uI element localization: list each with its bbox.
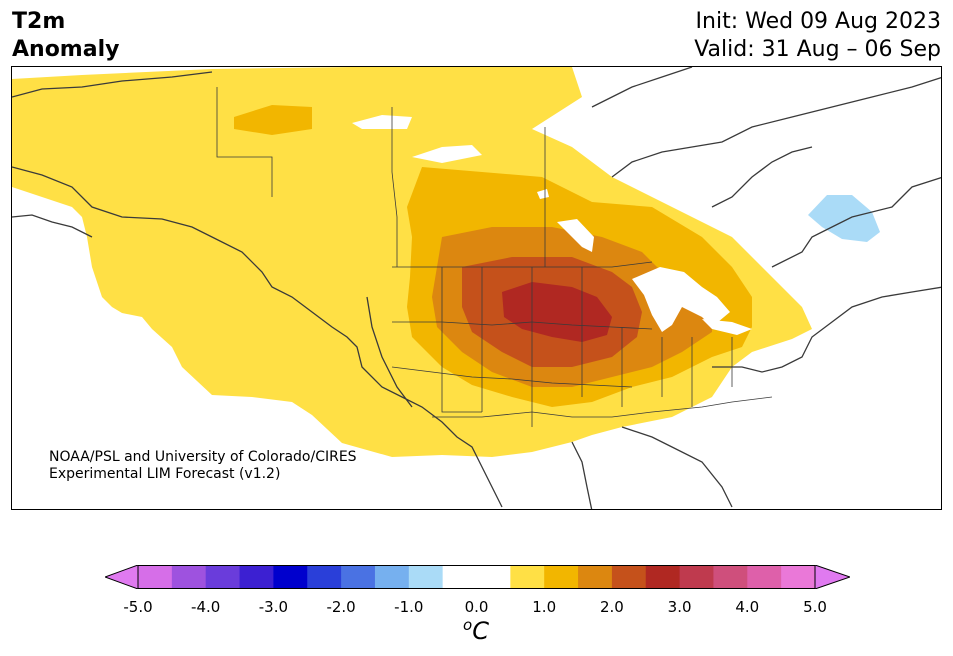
colorbar-under-arrow [105,565,139,589]
cool-anomaly-quebec [808,195,880,242]
colorbar-tick-label: 4.0 [735,598,760,616]
title-line-1: T2m [12,9,66,34]
colorbar-segment [713,565,748,589]
colorbar-segment [747,565,782,589]
colorbar-tick-label: -4.0 [191,598,221,616]
colorbar-segment [341,565,376,589]
colorbar-segments [138,565,816,589]
colorbar-over-arrow [814,565,850,589]
political-borders [216,87,773,427]
map-canvas [12,67,941,509]
anomaly-map [11,66,942,510]
colorbar-segment [611,565,647,589]
colorbar-segment [442,565,477,589]
colorbar-segment [578,565,613,589]
colorbar-segment [645,565,681,589]
unit-letter: C [472,617,489,645]
colorbar-segment [138,565,173,589]
colorbar-segment [679,565,714,589]
colorbar-segment [544,565,579,589]
colorbar-tick-label: 2.0 [599,598,624,616]
data-credit: NOAA/PSL and University of Colorado/CIRE… [49,449,357,483]
colorbar-tick-label: -2.0 [326,598,356,616]
colorbar-segment [781,565,816,589]
colorbar-tick-label: 5.0 [803,598,827,616]
colorbar-tick-label: -5.0 [123,598,153,616]
colorbar-segment [273,565,308,589]
colorbar-tick-label: -3.0 [258,598,289,616]
unit-degree-symbol: o [463,616,473,634]
colorbar-segment [171,565,207,589]
init-date: Init: Wed 09 Aug 2023 [695,9,941,34]
colorbar-tick-label: -1.0 [394,598,424,616]
colorbar-segment [510,565,545,589]
map-title: T2m Anomaly [12,8,119,64]
colorbar-outline [137,565,816,589]
colorbar-tick-label: 1.0 [532,598,557,616]
colorbar-segment [307,565,342,589]
colorbar-segment [476,565,511,589]
colorbar [105,565,850,589]
colorbar-segment [239,565,274,589]
title-line-2: Anomaly [12,37,120,62]
forecast-dates: Init: Wed 09 Aug 2023 Valid: 31 Aug – 06… [694,8,941,64]
valid-date: Valid: 31 Aug – 06 Sep [694,37,941,62]
credit-line-1: NOAA/PSL and University of Colorado/CIRE… [49,449,357,465]
colorbar-segment [205,565,241,589]
colorbar-segment [408,565,444,589]
colorbar-tick-label: 0.0 [464,598,489,616]
water-bodies [352,115,752,335]
anomaly-region-4-5 [502,282,612,342]
colorbar-unit: oC [463,616,489,645]
colorbar-segment [374,565,410,589]
coastlines [12,67,941,509]
credit-line-2: Experimental LIM Forecast (v1.2) [49,466,281,482]
colorbar-tick-label: 3.0 [667,598,692,616]
